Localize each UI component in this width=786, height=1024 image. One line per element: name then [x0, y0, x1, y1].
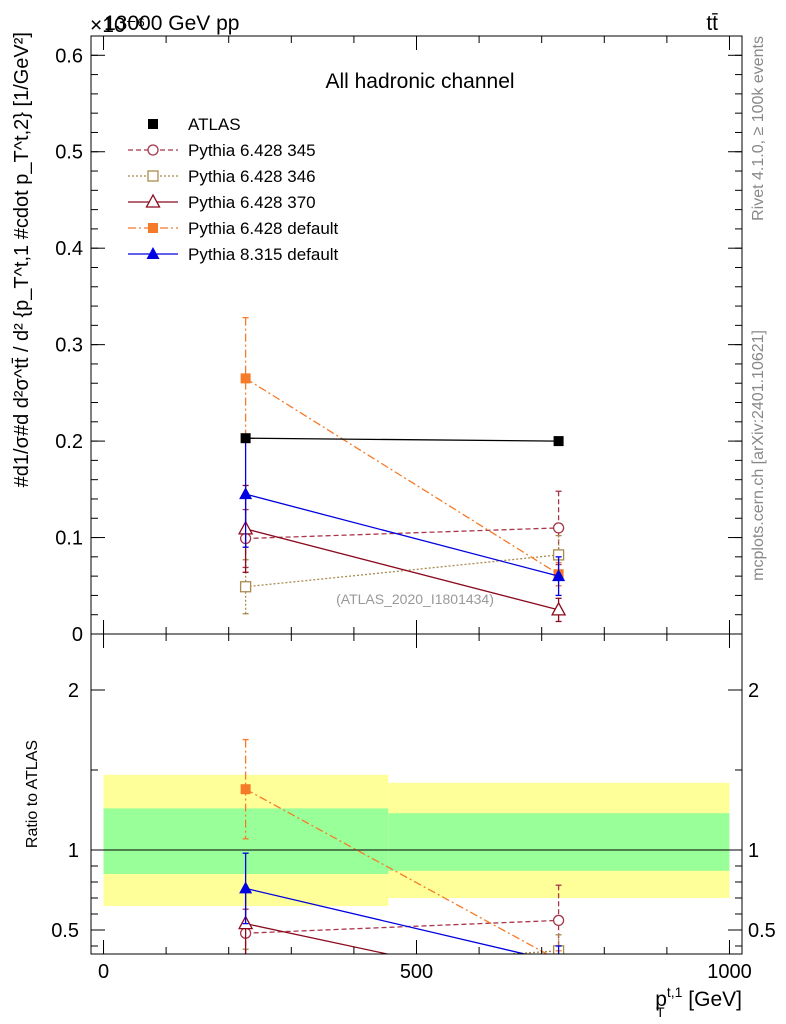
main-point-atlas-1	[553, 436, 564, 447]
ratio-data-marks	[238, 738, 565, 996]
main-point-pythia-6-428-370-1	[551, 601, 567, 616]
ratio-ytick-label-right: 0.5	[748, 920, 776, 942]
ratio-xtick-label: 1000	[707, 961, 752, 983]
legend-label-pythia-6-428-346: Pythia 6.428 346	[188, 167, 316, 186]
chart-title: All hadronic channel	[325, 70, 514, 93]
main-ticks: 0 0.1 0.2 0.3 0.4 0.5 0.6	[55, 36, 742, 646]
ratio-point-pythia-6-428-default-1	[554, 955, 564, 965]
legend-entry-pythia-6-428-345: Pythia 6.428 345	[128, 141, 316, 160]
ratio-line-pythia-8-315-default	[245, 887, 528, 954]
ratio-line-pythia-6-428-default	[245, 788, 549, 954]
main-ytick-label: 0.1	[55, 528, 83, 550]
main-panel: 0 0.1 0.2 0.3 0.4 0.5 0.6 All hadronic channel…	[11, 32, 743, 646]
ratio-point-pythia-6-428-346-0	[241, 967, 251, 977]
main-series-pythia-8-315-default	[239, 440, 566, 597]
legend-label-atlas: ATLAS	[188, 115, 241, 134]
legend-entry-pythia-6-428-default: Pythia 6.428 default	[128, 219, 339, 238]
ratio-ytick-label-left: 1	[68, 840, 79, 862]
legend-label-pythia-6-428-default: Pythia 6.428 default	[188, 219, 339, 238]
ratio-series-pythia-6-428-default	[240, 738, 564, 965]
main-point-atlas-0	[240, 433, 251, 444]
ratio-series-pythia-8-315-default	[239, 852, 565, 967]
ratio-xtick-label: 0	[98, 961, 109, 983]
main-series-pythia-6-428-370	[238, 484, 567, 623]
main-series-atlas	[240, 433, 564, 447]
legend-label-pythia-6-428-345: Pythia 6.428 345	[188, 141, 316, 160]
legend-entry-pythia-8-315-default: Pythia 8.315 default	[128, 245, 339, 264]
ratio-y-axis-label: Ratio to ATLAS	[24, 740, 41, 848]
ratio-ytick-label-left: 2	[68, 680, 79, 702]
main-ytick-label: 0.6	[55, 45, 83, 67]
legend-marker-atlas	[148, 119, 158, 129]
main-line-pythia-6-428-346	[245, 554, 559, 588]
ratio-point-pythia-6-428-370-1	[552, 984, 565, 996]
ratio-ticks: 0.5 0.5 1 1 2 2 0 500 1000	[51, 634, 776, 983]
legend-marker-pythia-6-428-345	[147, 144, 159, 156]
legend-entry-pythia-6-428-346: Pythia 6.428 346	[128, 167, 316, 186]
x-axis-label: pt,1 [GeV]	[655, 984, 742, 1011]
main-ytick-label: 0	[72, 624, 83, 646]
rivet-label: Rivet 4.1.0, ≥ 100k events	[750, 36, 767, 221]
x-axis-label-sub: T	[656, 1004, 665, 1020]
legend-marker-pythia-8-315-default	[146, 247, 160, 259]
main-ytick-label: 0.3	[55, 335, 83, 357]
x-axis-label-main: p	[655, 988, 667, 1011]
main-line-pythia-8-315-default	[245, 493, 559, 577]
x-axis-label-unit: [GeV]	[682, 988, 742, 1011]
main-line-pythia-6-428-345	[245, 527, 559, 540]
main-point-pythia-8-315-default-1	[552, 569, 566, 582]
process-label: tt̄	[706, 12, 718, 35]
main-ytick-label: 0.5	[55, 142, 83, 164]
main-series-pythia-6-428-345	[239, 490, 565, 569]
main-ytick-label: 0.2	[55, 431, 83, 453]
main-y-axis-label: #d1/σ#d d²σ^tt̄ / d² {p_T^t,1 #cdot p_T^…	[11, 32, 33, 487]
ratio-ytick-label-right: 1	[748, 840, 759, 862]
exponent-label: ×10⁻⁶	[90, 14, 145, 37]
ratio-point-pythia-8-315-default-0	[239, 881, 253, 894]
main-point-pythia-8-315-default-0	[239, 487, 253, 500]
ratio-xtick-label: 500	[400, 961, 433, 983]
ratio-ytick-label-right: 2	[748, 680, 759, 702]
main-data-marks	[238, 316, 567, 623]
ratio-band-green-1	[388, 813, 730, 871]
legend-entry-atlas: ATLAS	[148, 115, 241, 134]
mcplots-label: mcplots.cern.ch [arXiv:2401.10621]	[750, 330, 767, 581]
ratio-point-pythia-6-428-345-1	[552, 914, 565, 927]
energy-label: 13000 GeV pp	[104, 12, 239, 35]
legend-label-pythia-6-428-370: Pythia 6.428 370	[188, 193, 316, 212]
main-point-pythia-6-428-346-0	[239, 581, 252, 593]
main-point-pythia-6-428-345-1	[552, 522, 565, 534]
main-watermark: (ATLAS_2020_I1801434)	[336, 591, 494, 607]
ratio-point-pythia-6-428-default-0	[240, 784, 251, 795]
ratio-bands	[103, 774, 730, 906]
main-series-pythia-6-428-default	[240, 316, 564, 587]
main-point-pythia-6-428-default-0	[240, 373, 251, 384]
legend: ATLAS Pythia 6.428 345 Pythia 6.428 346 Pyt…	[128, 115, 339, 264]
ratio-ytick-label-left: 0.5	[51, 920, 79, 942]
legend-marker-pythia-6-428-346	[147, 170, 159, 182]
x-axis-label-sup: t,1	[667, 984, 683, 1000]
legend-label-pythia-8-315-default: Pythia 8.315 default	[188, 245, 339, 264]
ratio-line-pythia-6-428-370	[245, 922, 391, 954]
legend-entry-pythia-6-428-370: Pythia 6.428 370	[128, 193, 316, 212]
legend-marker-pythia-6-428-default	[148, 223, 158, 233]
ratio-panel: 0.5 0.5 1 1 2 2 0 500 1000 Ratio to ATLAS pt,1 […	[24, 633, 776, 1020]
main-line-pythia-6-428-370	[245, 528, 559, 611]
legend-marker-pythia-6-428-370	[145, 193, 161, 208]
main-line-atlas	[245, 437, 559, 442]
main-ytick-label: 0.4	[55, 238, 83, 260]
main-line-pythia-6-428-default	[245, 377, 559, 575]
ratio-line-pythia-6-428-345	[245, 919, 559, 934]
ratio-point-pythia-8-315-default-1	[552, 955, 565, 967]
